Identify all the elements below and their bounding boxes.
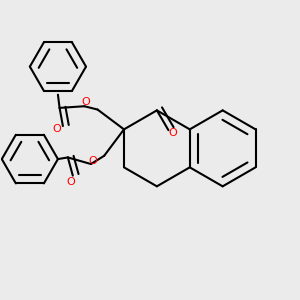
Text: O: O [81, 97, 90, 107]
Text: O: O [67, 176, 76, 187]
Text: O: O [168, 128, 177, 138]
Text: O: O [52, 124, 61, 134]
Text: O: O [88, 156, 97, 166]
